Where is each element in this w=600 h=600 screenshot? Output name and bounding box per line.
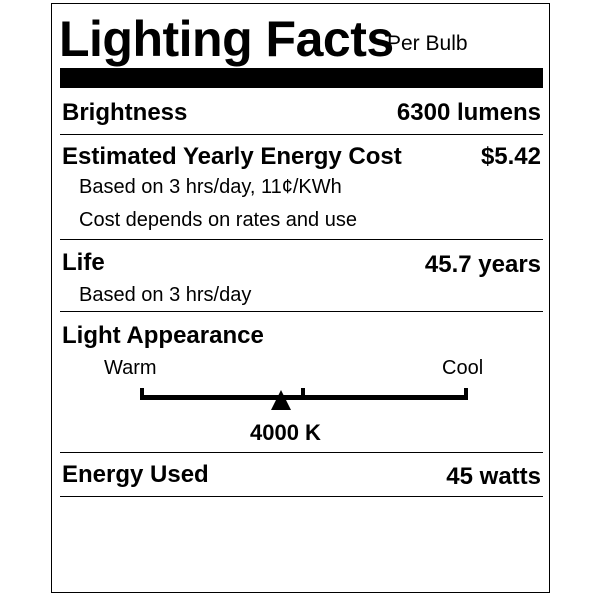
energy-used-label: Energy Used — [62, 461, 209, 488]
label-title: Lighting Facts — [59, 11, 394, 67]
brightness-value: 6300 lumens — [396, 99, 541, 126]
life-note: Based on 3 hrs/day — [79, 284, 252, 306]
cool-label: Cool — [442, 357, 484, 379]
life-label: Life — [62, 249, 105, 276]
energy-used-value: 45 watts — [446, 463, 541, 490]
energy-cost-label: Estimated Yearly Energy Cost — [62, 143, 402, 170]
scale-tick-left — [140, 388, 144, 400]
color-temperature-marker-icon — [271, 390, 292, 410]
energy-cost-note-1: Based on 3 hrs/day, 11¢/KWh — [79, 176, 342, 198]
appearance-label: Light Appearance — [62, 322, 264, 349]
label-border — [51, 3, 550, 593]
brightness-label: Brightness — [62, 99, 188, 126]
energy-cost-value: $5.42 — [480, 143, 541, 170]
energy-cost-note-2: Cost depends on rates and use — [79, 209, 357, 231]
divider — [60, 311, 543, 312]
divider — [60, 239, 543, 240]
color-temperature-scale — [140, 395, 468, 400]
warm-label: Warm — [104, 357, 157, 379]
scale-tick-middle — [301, 388, 305, 396]
divider — [60, 134, 543, 135]
life-value: 45.7 years — [424, 251, 541, 278]
title-bar — [60, 68, 543, 88]
scale-tick-right — [464, 388, 468, 400]
divider — [60, 496, 543, 497]
divider — [60, 452, 543, 453]
label-subtitle: Per Bulb — [387, 32, 468, 55]
appearance-value: 4000 K — [250, 420, 321, 445]
